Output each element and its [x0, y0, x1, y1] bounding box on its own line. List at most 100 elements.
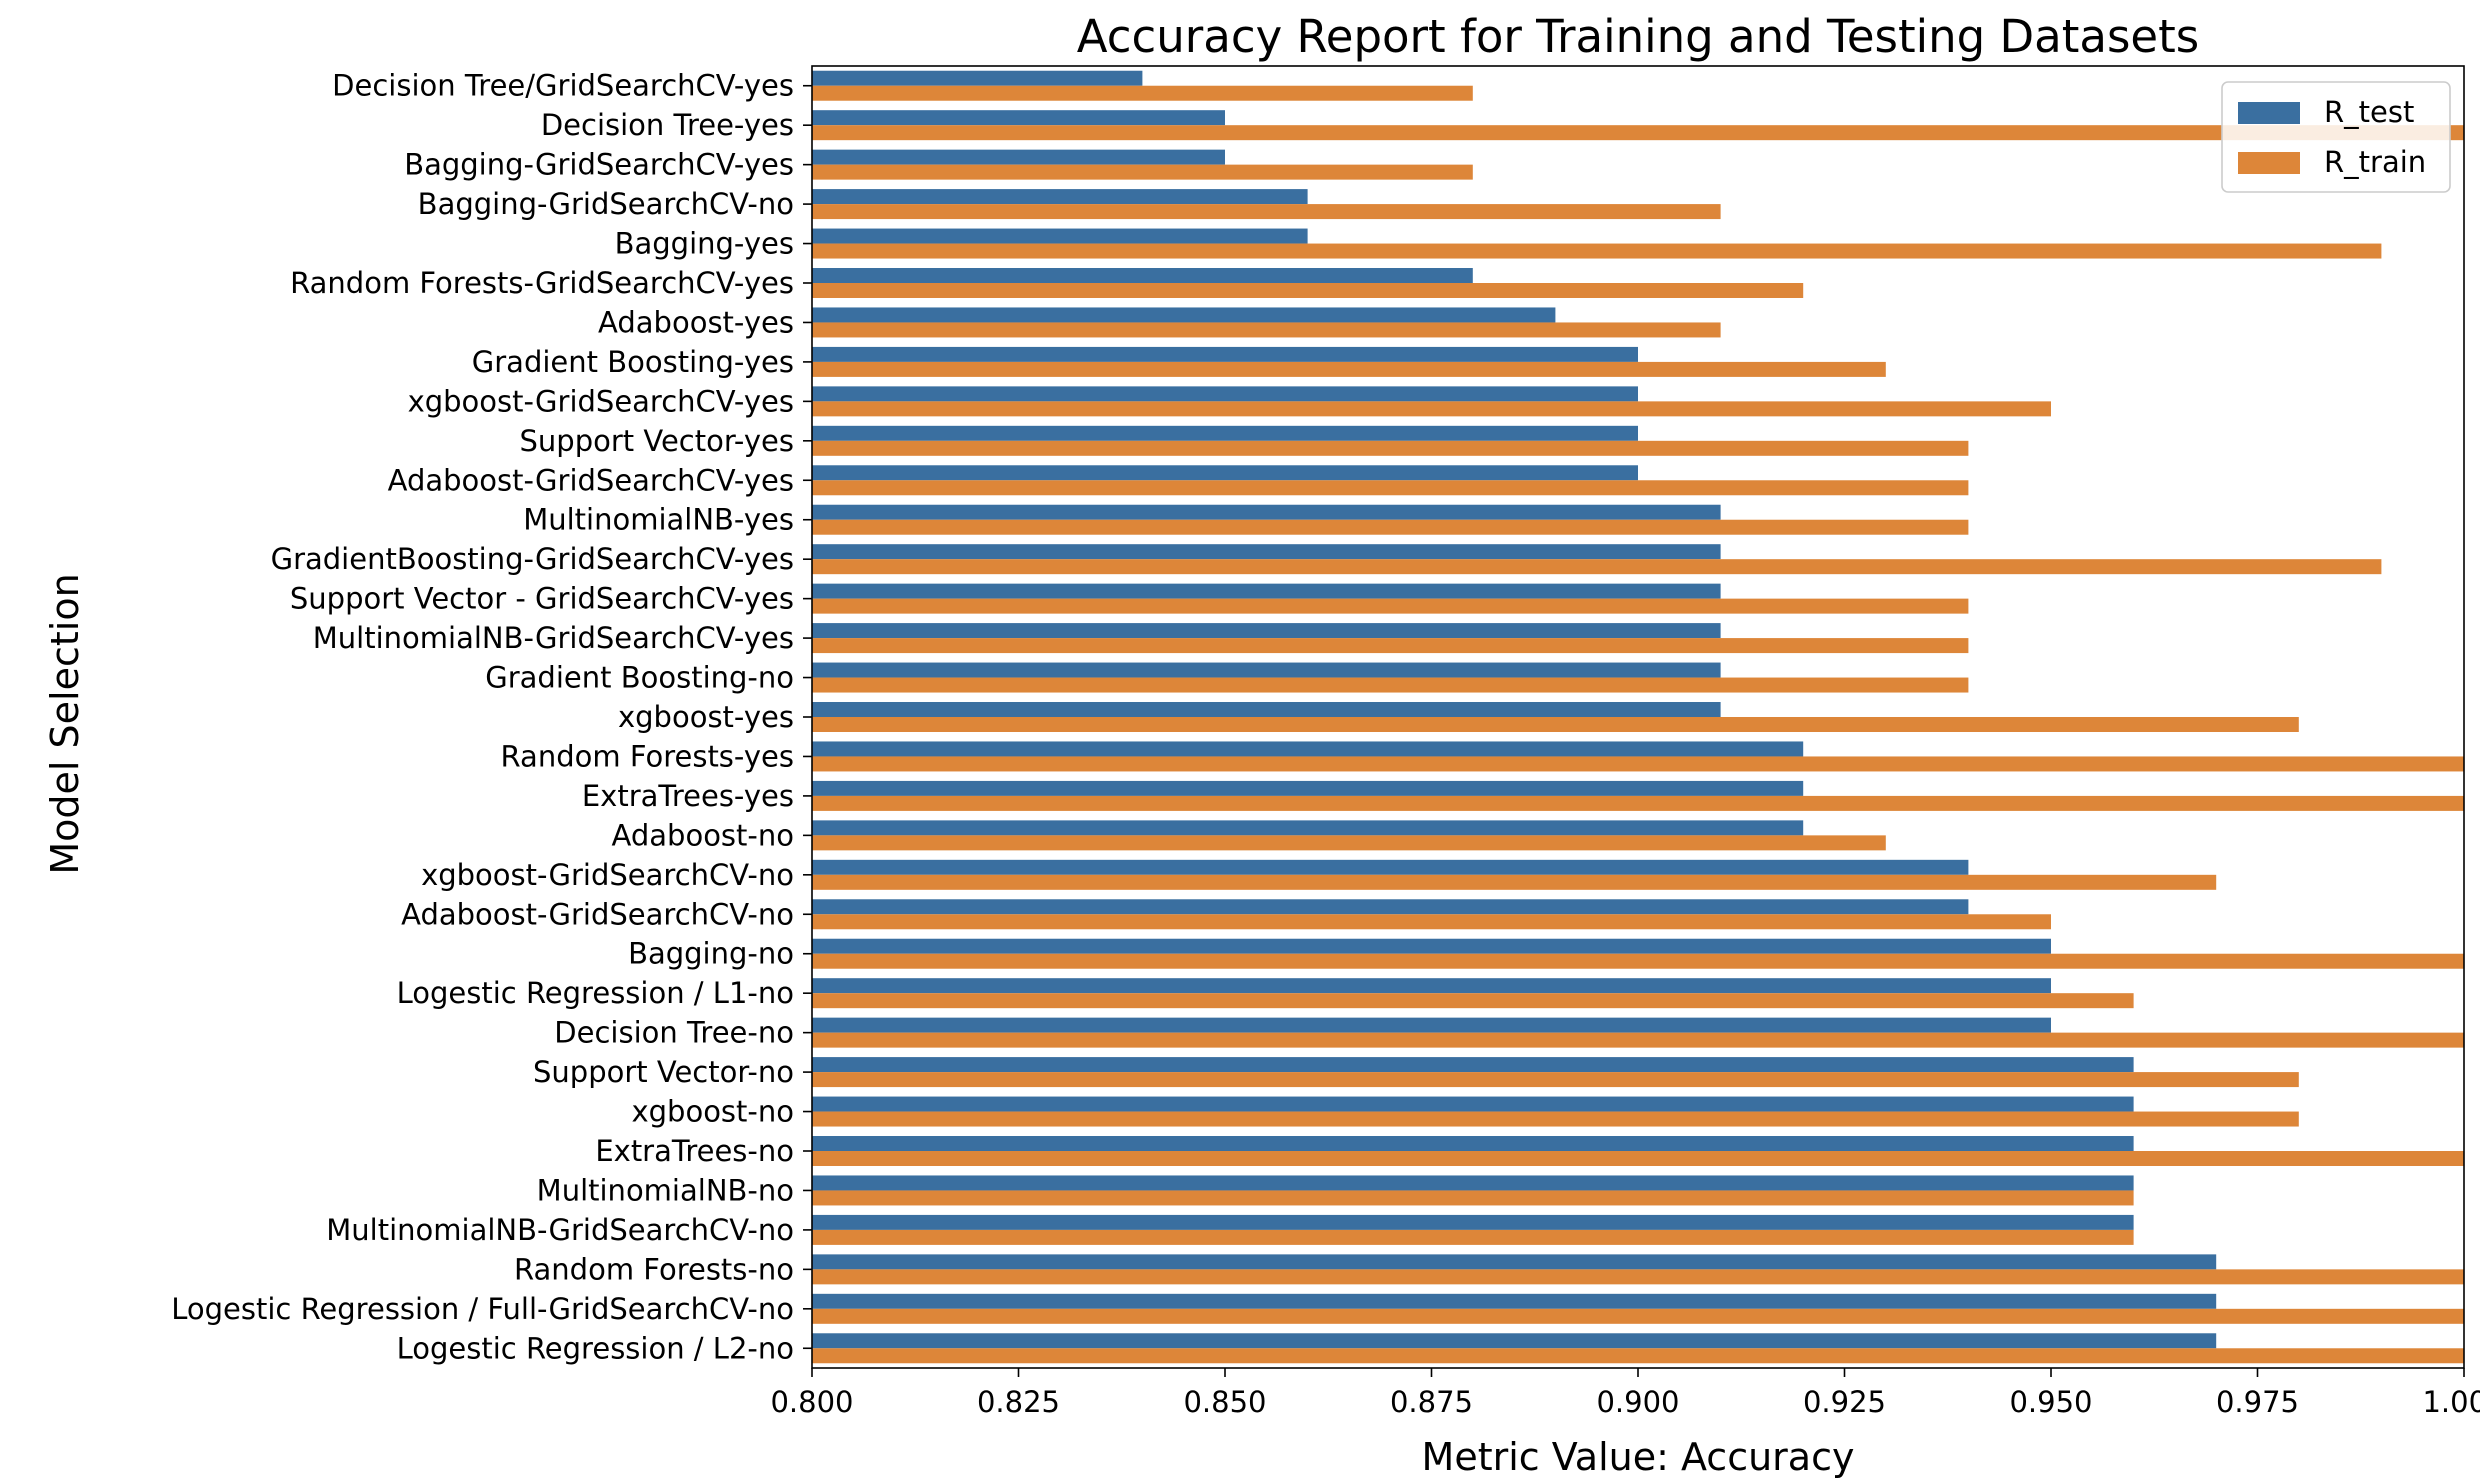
bar-r-train-15 — [812, 677, 1969, 693]
y-tick-label: MultinomialNB-no — [537, 1173, 794, 1207]
y-tick-label: Adaboost-yes — [598, 305, 794, 339]
y-tick-label: Support Vector-no — [533, 1055, 794, 1089]
x-tick-label: 0.850 — [1183, 1385, 1266, 1419]
bar-r-train-23 — [812, 993, 2134, 1009]
bar-r-train-12 — [812, 559, 2382, 575]
legend-label-r-test: R_test — [2324, 95, 2414, 129]
y-tick-label: Gradient Boosting-no — [485, 661, 794, 695]
y-tick-label: Support Vector - GridSearchCV-yes — [290, 582, 794, 616]
bar-r-train-29 — [812, 1229, 2134, 1245]
bar-r-test-21 — [812, 899, 1969, 915]
bar-r-test-16 — [812, 702, 1721, 717]
x-tick-label: 0.875 — [1390, 1385, 1473, 1419]
bar-r-test-4 — [812, 228, 1308, 244]
bar-r-train-31 — [812, 1308, 2464, 1324]
bar-r-test-15 — [812, 662, 1721, 678]
bar-r-test-29 — [812, 1214, 2134, 1230]
y-tick-label: MultinomialNB-GridSearchCV-yes — [313, 621, 794, 655]
bar-r-train-3 — [812, 204, 1721, 220]
bar-r-train-21 — [812, 914, 2051, 930]
bar-r-train-2 — [812, 164, 1473, 180]
bar-r-test-11 — [812, 504, 1721, 520]
bar-r-test-0 — [812, 70, 1143, 86]
bar-r-test-10 — [812, 465, 1638, 481]
bar-r-test-26 — [812, 1096, 2134, 1112]
y-tick-label: Adaboost-no — [612, 818, 794, 852]
bar-r-test-3 — [812, 189, 1308, 205]
x-tick-label: 0.950 — [2009, 1385, 2092, 1419]
bar-r-test-13 — [812, 583, 1721, 599]
bar-r-train-1 — [812, 125, 2464, 141]
legend-swatch-r-train — [2238, 152, 2300, 174]
y-tick-label: Bagging-yes — [615, 227, 794, 261]
y-tick-label: Logestic Regression / L1-no — [397, 976, 794, 1010]
x-tick-label: 0.900 — [1596, 1385, 1679, 1419]
bar-r-train-25 — [812, 1072, 2299, 1088]
bar-r-train-8 — [812, 401, 2051, 417]
bar-r-test-24 — [812, 1017, 2051, 1033]
y-tick-label: Random Forests-yes — [501, 739, 794, 773]
bar-r-test-6 — [812, 307, 1556, 323]
y-tick-label: Logestic Regression / Full-GridSearchCV-… — [171, 1292, 794, 1326]
bar-r-train-19 — [812, 835, 1886, 851]
bar-r-train-27 — [812, 1151, 2464, 1166]
bar-r-train-4 — [812, 243, 2382, 259]
y-tick-label: Random Forests-GridSearchCV-yes — [290, 266, 794, 300]
y-tick-label: MultinomialNB-yes — [523, 503, 794, 537]
y-tick-label: Random Forests-no — [514, 1252, 794, 1286]
y-tick-label: Adaboost-GridSearchCV-no — [401, 897, 794, 931]
bar-r-test-22 — [812, 938, 2051, 954]
y-tick-label: Support Vector-yes — [520, 424, 794, 458]
bar-r-test-1 — [812, 110, 1225, 126]
y-axis-ticks: Decision Tree/GridSearchCV-yes Decision T… — [171, 69, 812, 1365]
y-tick-label: Bagging-GridSearchCV-no — [418, 187, 794, 221]
y-tick-label: MultinomialNB-GridSearchCV-no — [326, 1213, 794, 1247]
x-tick-label: 0.925 — [1803, 1385, 1886, 1419]
bar-r-test-14 — [812, 623, 1721, 639]
bar-r-test-5 — [812, 268, 1473, 283]
bar-r-train-14 — [812, 638, 1969, 654]
y-tick-label: xgboost-yes — [618, 700, 794, 734]
bar-r-test-23 — [812, 978, 2051, 994]
chart-title: Accuracy Report for Training and Testing… — [1077, 10, 2199, 63]
y-tick-label: Adaboost-GridSearchCV-yes — [388, 463, 794, 497]
y-tick-label: xgboost-no — [631, 1095, 794, 1129]
bar-r-test-7 — [812, 346, 1638, 362]
bar-r-train-32 — [812, 1348, 2464, 1364]
y-tick-label: Decision Tree/GridSearchCV-yes — [332, 69, 794, 103]
bar-r-test-19 — [812, 820, 1804, 836]
legend-label-r-train: R_train — [2324, 145, 2426, 179]
bar-r-test-32 — [812, 1333, 2217, 1349]
bar-r-train-28 — [812, 1190, 2134, 1206]
bar-r-test-2 — [812, 149, 1225, 165]
bar-r-test-8 — [812, 386, 1638, 402]
x-tick-label: 0.975 — [2216, 1385, 2299, 1419]
bar-r-train-13 — [812, 598, 1969, 614]
y-tick-label: Bagging-GridSearchCV-yes — [404, 148, 794, 182]
bar-r-train-20 — [812, 874, 2217, 890]
x-tick-label: 0.800 — [770, 1385, 853, 1419]
x-tick-label: 1.000 — [2422, 1385, 2480, 1419]
bar-r-train-24 — [812, 1032, 2464, 1048]
y-tick-label: Bagging-no — [628, 937, 794, 971]
bar-r-train-22 — [812, 953, 2464, 969]
bar-r-test-17 — [812, 741, 1804, 757]
bars-layer — [812, 70, 2464, 1364]
bar-r-train-16 — [812, 717, 2299, 732]
y-tick-label: Logestic Regression / L2-no — [397, 1331, 794, 1365]
bar-r-test-9 — [812, 425, 1638, 441]
bar-r-test-30 — [812, 1254, 2217, 1270]
y-tick-label: ExtraTrees-no — [595, 1134, 794, 1168]
plot-frame — [811, 65, 2465, 1369]
y-tick-label: Decision Tree-no — [554, 1016, 794, 1050]
bar-r-train-17 — [812, 756, 2464, 772]
bar-r-test-28 — [812, 1175, 2134, 1191]
bar-r-train-26 — [812, 1111, 2299, 1127]
bar-r-train-9 — [812, 440, 1969, 456]
bar-r-train-18 — [812, 795, 2464, 811]
bar-r-test-20 — [812, 859, 1969, 875]
bar-r-train-6 — [812, 322, 1721, 338]
bar-r-train-30 — [812, 1269, 2464, 1285]
legend-swatch-r-test — [2238, 102, 2300, 124]
